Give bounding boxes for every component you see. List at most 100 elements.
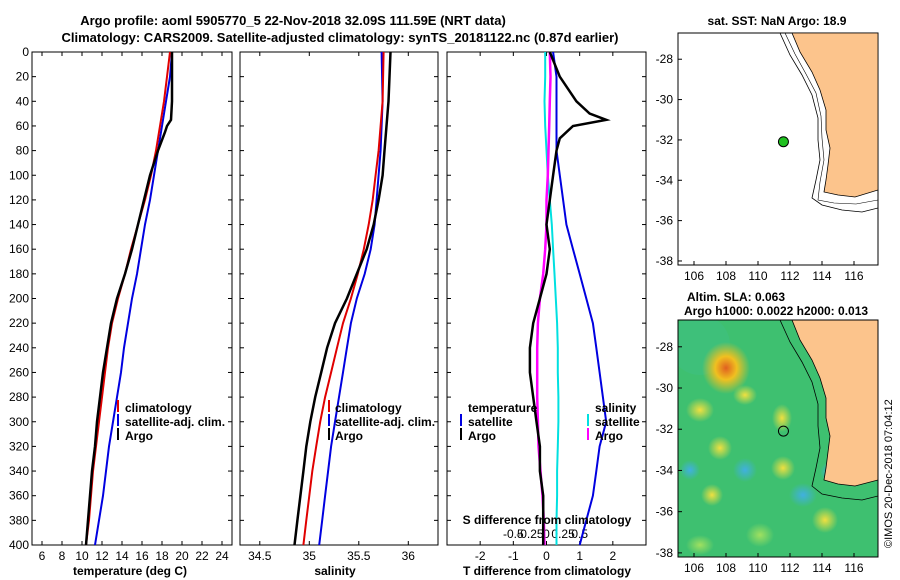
y-tick-label: 240 [9, 341, 29, 355]
series-line-s-satellite [543, 52, 560, 545]
series-line-climatology [85, 51, 171, 546]
x-tick-label: -2 [475, 549, 486, 563]
x-tick-label: 8 [59, 549, 66, 563]
y-tick-label: 20 [16, 70, 30, 84]
x-tick-label-salinity: 0.5 [571, 527, 588, 541]
temp-legend-climatology: climatology [125, 401, 192, 415]
salinity-panel: 34.5 35 35.5 36 [239, 51, 439, 563]
map-y-tick-label: -28 [656, 52, 674, 66]
map-x-tick-label: 106 [684, 269, 704, 283]
x-tick-label: 35 [303, 549, 317, 563]
diff-legend-temp-satellite: satellite [468, 415, 513, 429]
map-x-tick-label: 114 [812, 269, 831, 283]
series-line-t-argo [528, 51, 611, 545]
map-x-tick-label: 108 [716, 269, 736, 283]
temperature-panel: 0 20 40 60 80 100 120 140 160 180 200 220 240 260 280 3… [9, 45, 233, 563]
y-tick-label: 380 [9, 513, 29, 527]
map-top-land [791, 33, 878, 198]
diff-legend-sal-title: salinity [595, 401, 637, 415]
diff-legend-sal-argo: Argo [595, 429, 623, 443]
series-line-argo [293, 51, 392, 546]
map-bottom-title2: Argo h1000: 0.0022 h2000: 0.013 [684, 304, 868, 318]
difference-panel: -2 -1 0 1 2-0.5-0.25 0 0.250.5 [446, 51, 647, 563]
y-tick-label: 320 [9, 439, 29, 453]
map-y-tick-label: -30 [656, 381, 674, 395]
x-tick-label: 14 [115, 549, 129, 563]
map-y-tick-label: -32 [656, 422, 674, 436]
map-bottom-title1: Altim. SLA: 0.063 [687, 290, 785, 304]
temperature-xlabel: temperature (deg C) [73, 564, 187, 578]
map-x-tick-label: 110 [748, 561, 767, 575]
x-tick-label: -1 [508, 549, 519, 563]
map-bottom [677, 319, 879, 558]
x-tick-label: 2 [609, 549, 616, 563]
y-tick-label: 40 [16, 94, 30, 108]
figure-title-line1: Argo profile: aoml 5905770_5 22-Nov-2018… [80, 13, 506, 28]
map-x-tick-label: 116 [844, 561, 863, 575]
map-top-argo-marker [777, 136, 789, 148]
series-line-satellite-adj-clim- [318, 51, 384, 546]
map-x-tick-label: 108 [716, 561, 736, 575]
sal-legend-satellite: satellite-adj. clim. [335, 415, 435, 429]
x-tick-label: 35.5 [347, 549, 371, 563]
x-tick-label-salinity: 0 [543, 527, 550, 541]
map-y-tick-label: -34 [656, 463, 674, 477]
x-tick-label: 22 [195, 549, 209, 563]
y-tick-label: 140 [9, 218, 29, 232]
y-tick-label: 220 [9, 316, 29, 330]
y-tick-label: 340 [9, 464, 29, 478]
map-y-tick-label: -38 [656, 546, 674, 560]
diff-legend-temp-argo: Argo [468, 429, 496, 443]
y-tick-label: 180 [9, 267, 29, 281]
x-tick-label: 1 [576, 549, 583, 563]
x-tick-label: 20 [175, 549, 189, 563]
x-tick-label: 16 [135, 549, 149, 563]
y-tick-label: 260 [9, 365, 29, 379]
panel-frame-2 [446, 51, 647, 546]
y-tick-label: 80 [16, 144, 30, 158]
map-top-isobath [779, 33, 878, 213]
y-tick-label: 200 [9, 292, 29, 306]
x-tick-label: 34.5 [248, 549, 272, 563]
map-y-tick-label: -34 [656, 173, 674, 187]
map-y-tick-label: -28 [656, 340, 674, 354]
x-tick-label: 0 [543, 549, 550, 563]
sal-legend-argo: Argo [335, 429, 363, 443]
map-top-title: sat. SST: NaN Argo: 18.9 [708, 14, 847, 28]
temp-legend-satellite: satellite-adj. clim. [125, 415, 225, 429]
y-tick-label: 60 [16, 119, 30, 133]
map-y-tick-label: -36 [656, 505, 674, 519]
sal-legend-climatology: climatology [335, 401, 402, 415]
y-tick-label: 400 [9, 538, 29, 552]
map-x-tick-label: 114 [812, 561, 831, 575]
map-y-tick-label: -38 [656, 254, 674, 268]
series-line-satellite-adj-clim- [94, 51, 173, 546]
y-tick-label: 160 [9, 242, 29, 256]
map-bottom-isobath [779, 320, 878, 501]
salinity-xlabel: salinity [314, 564, 356, 578]
map-x-tick-label: 110 [748, 269, 767, 283]
map-x-tick-label: 112 [780, 269, 799, 283]
series-line-climatology [302, 51, 385, 546]
y-tick-label: 100 [9, 168, 29, 182]
map-y-tick-label: -30 [656, 93, 674, 107]
y-tick-label: 360 [9, 489, 29, 503]
temp-legend-argo: Argo [125, 429, 153, 443]
x-tick-label-salinity: -0.25 [516, 527, 544, 541]
y-tick-label: 280 [9, 390, 29, 404]
series-line-t-satellite [552, 51, 608, 546]
imos-credit: ©IMOS 20-Dec-2018 07:04:12 [883, 399, 895, 548]
map-y-tick-label: -32 [656, 133, 674, 147]
map-bottom-frame [677, 319, 879, 558]
x-tick-label: 6 [39, 549, 46, 563]
map-bottom-argo-marker [777, 425, 789, 437]
x-tick-label: 18 [155, 549, 169, 563]
map-top [677, 32, 879, 266]
difference-xlabel-top: S difference from climatology [463, 513, 632, 527]
figure-title-line2: Climatology: CARS2009. Satellite-adjuste… [61, 30, 618, 45]
panel-frame-1 [239, 51, 439, 546]
map-x-tick-label: 112 [780, 561, 799, 575]
map-y-tick-label: -36 [656, 214, 674, 228]
x-tick-label: 36 [402, 549, 416, 563]
